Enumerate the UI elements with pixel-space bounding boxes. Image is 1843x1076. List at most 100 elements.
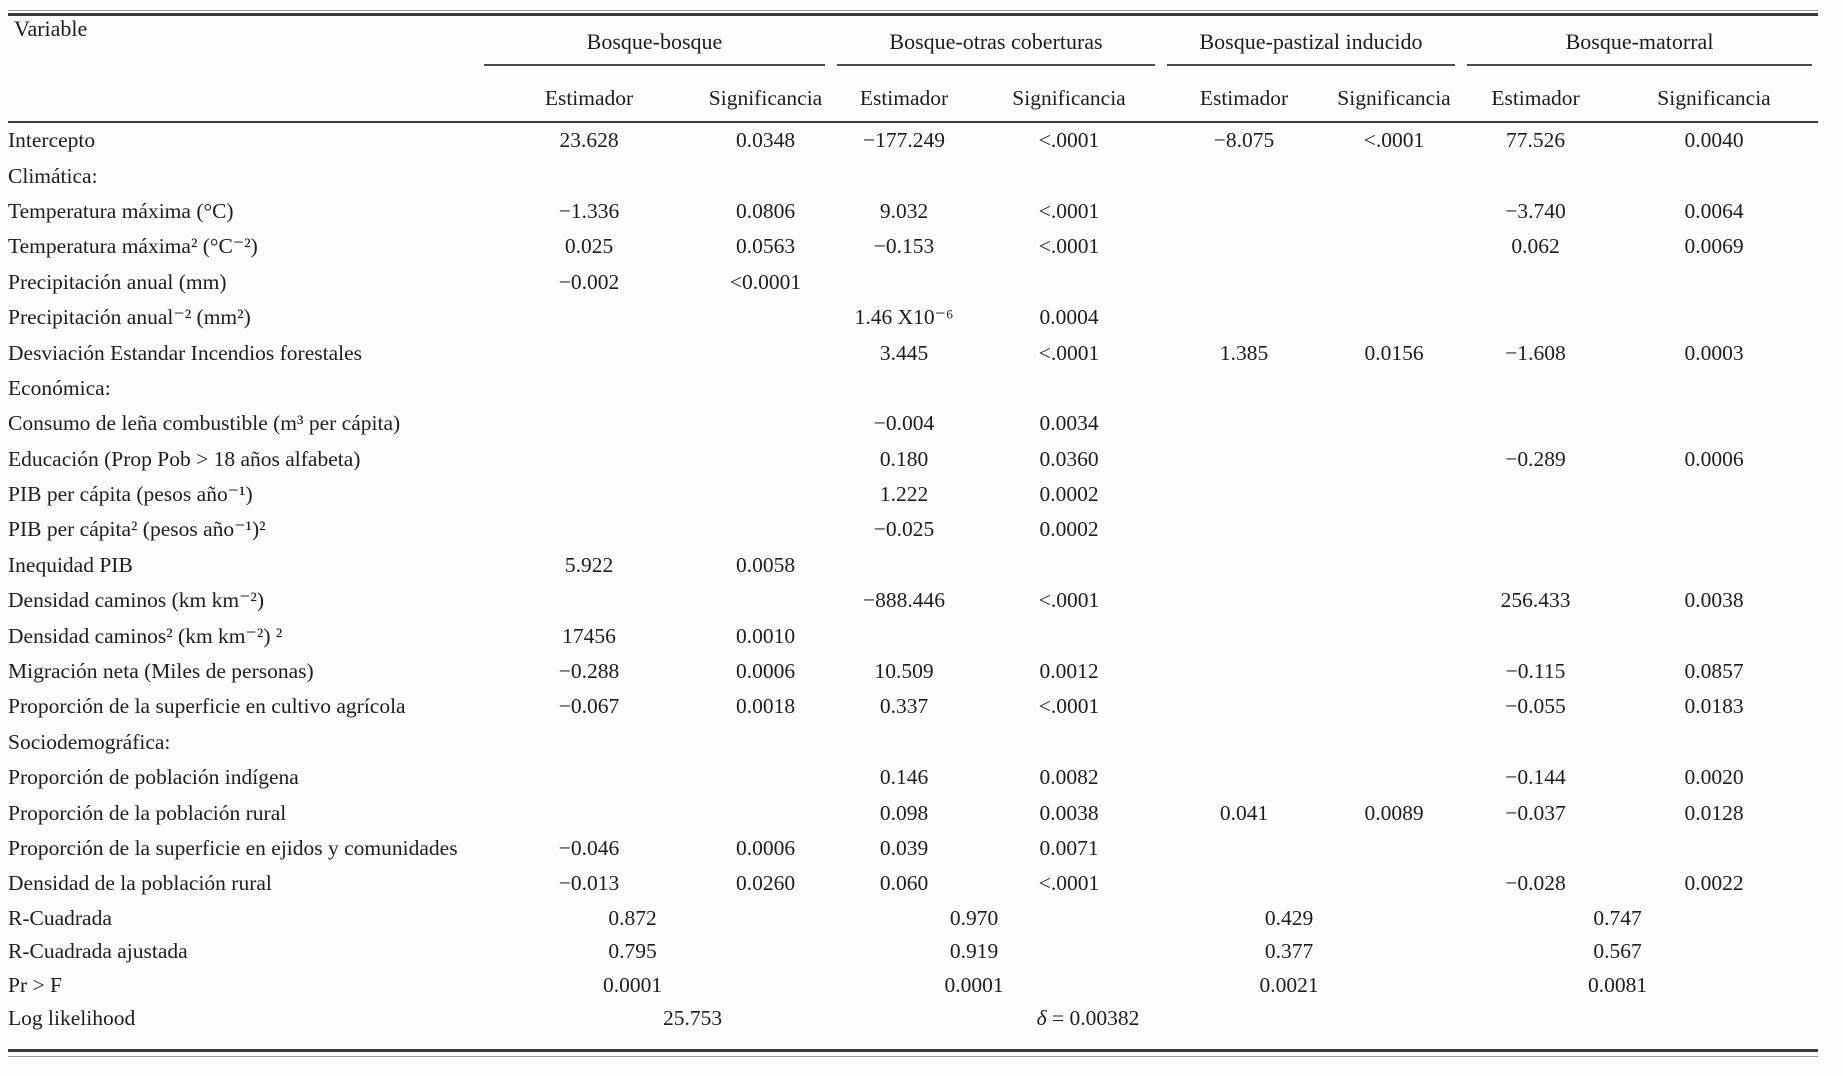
estimator-value bbox=[478, 406, 700, 441]
estimator-value: −0.288 bbox=[558, 659, 620, 684]
estimator-value: −0.046 bbox=[558, 836, 620, 860]
summary-row: Pr > F 0.0001 0.0001 0.0021 0.0081 bbox=[8, 968, 1818, 1001]
estimator-value: −177.249 bbox=[862, 128, 945, 153]
estimator-value: −0.055 bbox=[1505, 694, 1566, 719]
significance-value: 0.0156 bbox=[1364, 340, 1424, 365]
estimator-value: 0.025 bbox=[564, 234, 614, 259]
significance-value bbox=[1327, 725, 1461, 760]
estimator-value bbox=[1461, 477, 1610, 512]
estimator-value bbox=[1461, 371, 1610, 406]
variable-label: Intercepto bbox=[8, 128, 96, 153]
estimator-value: −0.067 bbox=[558, 694, 620, 719]
table-row: Densidad de la población rural −0.013 0.02… bbox=[8, 866, 1818, 901]
estimator-value bbox=[1461, 618, 1610, 653]
estimator-value: 1.385 bbox=[1219, 340, 1269, 365]
significance-value: 0.0006 bbox=[735, 659, 796, 684]
significance-value: <.0001 bbox=[1038, 128, 1100, 153]
significance-value bbox=[700, 300, 831, 335]
significance-value: 0.0003 bbox=[1684, 340, 1744, 365]
significance-value: 0.0069 bbox=[1684, 234, 1744, 259]
estimator-value bbox=[1161, 477, 1327, 512]
significance-value bbox=[1610, 371, 1818, 406]
subheader-significance: Significancia bbox=[1327, 66, 1462, 123]
table-row: Densidad caminos (km km⁻²) −888.446 <.0001… bbox=[8, 583, 1818, 618]
significance-value: <.0001 bbox=[1038, 198, 1100, 223]
significance-value bbox=[1610, 265, 1818, 300]
subheader-estimator: Estimador bbox=[1161, 66, 1327, 123]
significance-value bbox=[1610, 300, 1818, 335]
table-row: Desviación Estandar Incendios forestales… bbox=[8, 335, 1818, 370]
estimator-value: −0.115 bbox=[1505, 659, 1566, 684]
significance-value: 0.0360 bbox=[1039, 446, 1099, 471]
subheader-significance: Significancia bbox=[977, 66, 1161, 123]
table-row: Proporción de la población rural 0.098 0.0… bbox=[8, 795, 1818, 830]
estimator-value bbox=[1161, 371, 1327, 406]
significance-value: 0.0002 bbox=[1039, 517, 1099, 542]
estimator-value bbox=[478, 512, 700, 547]
estimator-value: −8.075 bbox=[1213, 128, 1275, 153]
significance-value bbox=[700, 512, 831, 547]
estimator-value: 0.062 bbox=[1511, 234, 1560, 259]
variable-column-header: Variable bbox=[8, 16, 478, 123]
section-label: Sociodemográfica: bbox=[8, 729, 171, 754]
table-row: PIB per cápita² (pesos año⁻¹)² −0.025 0.00… bbox=[8, 512, 1818, 547]
estimator-value bbox=[1161, 831, 1327, 866]
significance-value: 0.0058 bbox=[735, 552, 796, 577]
significance-value bbox=[1610, 725, 1818, 760]
estimator-value bbox=[1161, 265, 1327, 300]
significance-value: 0.0038 bbox=[1039, 800, 1099, 825]
estimator-value: −0.144 bbox=[1505, 765, 1566, 790]
significance-value: <.0001 bbox=[1038, 871, 1100, 896]
summary-row: Log likelihood 25.753 δ = 0.00382 bbox=[8, 1002, 1818, 1035]
estimator-value: 0.060 bbox=[879, 871, 929, 896]
significance-value bbox=[1327, 406, 1461, 441]
estimator-value: 10.509 bbox=[874, 659, 934, 684]
estimator-value bbox=[831, 548, 977, 583]
estimator-value bbox=[1161, 689, 1327, 724]
estimator-value bbox=[1161, 406, 1327, 441]
estimator-value bbox=[1161, 866, 1327, 901]
significance-value: 0.0348 bbox=[735, 128, 796, 153]
top-double-rule bbox=[8, 10, 1818, 16]
estimator-value: 0.041 bbox=[1219, 800, 1269, 825]
significance-value bbox=[1327, 583, 1461, 618]
variable-label: Precipitación anual (mm) bbox=[8, 269, 227, 294]
estimator-value: 17456 bbox=[562, 623, 616, 648]
summary-value: 0.0081 bbox=[1587, 972, 1648, 997]
estimator-value bbox=[831, 158, 977, 193]
estimator-value: 77.526 bbox=[1505, 128, 1566, 153]
significance-value bbox=[977, 618, 1161, 653]
group-header-row: Variable Bosque-bosque Bosque-otras cobe… bbox=[8, 16, 1818, 123]
significance-value bbox=[700, 335, 831, 370]
table-row: Temperatura máxima (°C) −1.336 0.0806 9.032… bbox=[8, 194, 1818, 229]
significance-value: 0.0082 bbox=[1039, 765, 1099, 790]
variable-label: Desviación Estandar Incendios forestales bbox=[8, 340, 363, 365]
estimator-value: 256.433 bbox=[1500, 588, 1571, 613]
estimator-value: 23.628 bbox=[559, 128, 619, 153]
significance-value: 0.0006 bbox=[1684, 446, 1744, 471]
variable-label: Densidad de la población rural bbox=[8, 871, 272, 896]
estimator-value bbox=[831, 725, 977, 760]
summary-label: R-Cuadrada bbox=[8, 905, 112, 930]
group-header-bosque-otras-coberturas: Bosque-otras coberturas bbox=[831, 16, 1161, 66]
summary-row: R-Cuadrada 0.872 0.970 0.429 0.747 bbox=[8, 902, 1818, 935]
significance-value bbox=[1327, 689, 1461, 724]
table-row: Inequidad PIB 5.922 0.0058 bbox=[8, 548, 1818, 583]
group-header-bosque-matorral: Bosque-matorral bbox=[1461, 16, 1818, 66]
significance-value: 0.0022 bbox=[1684, 871, 1744, 896]
summary-value: 0.872 bbox=[608, 905, 657, 930]
summary-value: 0.0021 bbox=[1259, 972, 1319, 997]
table-row: Proporción de la superficie en cultivo a… bbox=[8, 689, 1818, 724]
estimator-value: 9.032 bbox=[879, 198, 929, 223]
significance-value bbox=[1327, 300, 1461, 335]
significance-value: 0.0020 bbox=[1684, 765, 1744, 790]
estimator-value: −0.025 bbox=[873, 517, 935, 542]
significance-value bbox=[1327, 654, 1461, 689]
summary-value: 0.0001 bbox=[602, 972, 663, 997]
estimator-value bbox=[1461, 548, 1610, 583]
estimator-value bbox=[1161, 760, 1327, 795]
estimator-value bbox=[1161, 654, 1327, 689]
estimator-value bbox=[1461, 512, 1610, 547]
estimator-value: −1.608 bbox=[1505, 340, 1566, 365]
estimator-value: −888.446 bbox=[862, 588, 945, 613]
